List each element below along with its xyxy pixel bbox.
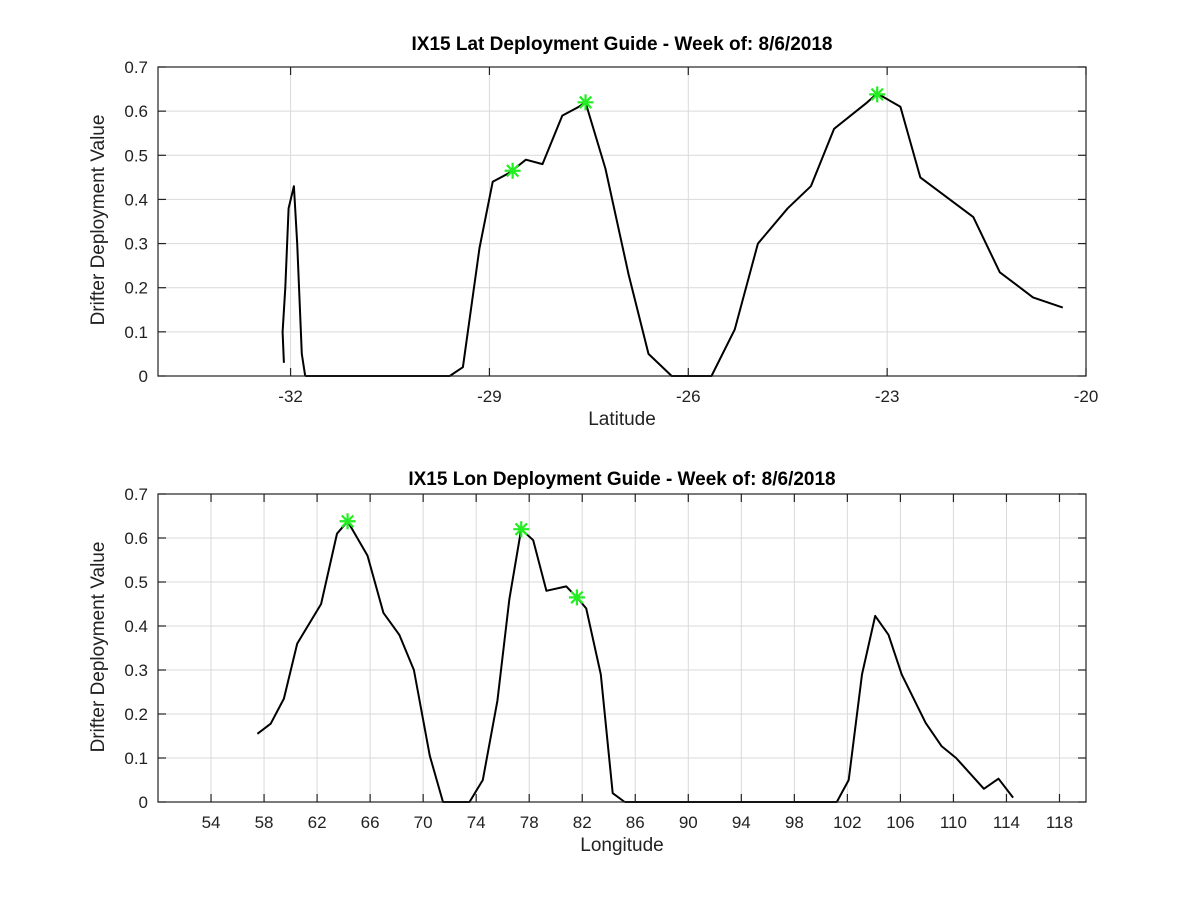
lon-y-tick-label: 0.7: [124, 485, 148, 504]
lon-plot-frame: [157, 493, 1087, 803]
lon-y-tick-label: 0.6: [124, 529, 148, 548]
lon-x-tick-label: 94: [732, 813, 751, 832]
lon-x-tick-label: 66: [361, 813, 380, 832]
lat-y-tick-label: 0.4: [124, 190, 148, 209]
lat-markers: [504, 86, 886, 179]
lon-chart-panel: IX15 Lon Deployment Guide - Week of: 8/6…: [88, 469, 1087, 856]
lat-series-line-1: [281, 185, 307, 377]
lon-markers: [339, 513, 585, 606]
lat-y-tick-label: 0.1: [124, 323, 148, 342]
lon-x-tick-label: 78: [520, 813, 539, 832]
lat-x-tick-label: -26: [676, 387, 701, 406]
lon-y-axis-label: Drifter Deployment Value: [88, 542, 109, 753]
lon-grid: [158, 493, 1086, 803]
lon-y-tick-label: 0.1: [124, 749, 148, 768]
lon-x-tick-label: 98: [785, 813, 804, 832]
lat-y-tick-label: 0.6: [124, 102, 148, 121]
lon-x-tick-label: 110: [940, 813, 967, 832]
lat-x-tick-label: -20: [1074, 387, 1099, 406]
lat-x-tick-label: -23: [875, 387, 900, 406]
lat-series: [281, 92, 1064, 377]
lon-x-tick-label: 106: [886, 813, 914, 832]
lon-x-tick-label: 62: [308, 813, 327, 832]
lat-chart-panel: IX15 Lat Deployment Guide - Week of: 8/6…: [88, 34, 1098, 430]
lat-star-marker: [504, 162, 521, 179]
lon-x-tick-label: 74: [467, 813, 486, 832]
lon-y-tick-label: 0.4: [124, 617, 148, 636]
lat-y-axis-label: Drifter Deployment Value: [88, 115, 109, 326]
lat-series-line-2: [305, 92, 1064, 377]
lat-x-axis-label: Latitude: [588, 409, 656, 430]
lon-x-tick-label: 54: [202, 813, 221, 832]
lat-x-tick-label: -29: [477, 387, 502, 406]
lon-y-tick-label: 0.3: [124, 661, 148, 680]
lat-y-tick-label: 0.7: [124, 58, 148, 77]
lon-x-tick-label: 58: [255, 813, 274, 832]
lon-series-line-1: [256, 520, 626, 803]
lat-plot-frame: [157, 66, 1087, 377]
lon-y-tick-label: 0.2: [124, 705, 148, 724]
lat-y-tick-label: 0: [139, 367, 148, 386]
lon-x-tick-label: 90: [679, 813, 698, 832]
lon-x-tick-label: 70: [414, 813, 433, 832]
lat-star-marker: [869, 86, 886, 103]
lat-chart-title: IX15 Lat Deployment Guide - Week of: 8/6…: [412, 34, 833, 55]
lat-star-marker: [577, 94, 594, 111]
lon-y-tick-label: 0.5: [124, 573, 148, 592]
lon-star-marker: [339, 513, 356, 530]
lon-x-tick-label: 82: [573, 813, 592, 832]
lon-x-axis-label: Longitude: [580, 835, 663, 856]
lat-y-tick-label: 0.3: [124, 235, 148, 254]
lon-y-tick-label: 0: [139, 793, 148, 812]
lon-star-marker: [513, 521, 530, 538]
lon-x-tick-label: 118: [1046, 813, 1073, 832]
lon-series-line-2: [624, 614, 1014, 803]
lat-x-tick-label: -32: [278, 387, 303, 406]
lon-x-tick-label: 102: [833, 813, 861, 832]
lon-chart-title: IX15 Lon Deployment Guide - Week of: 8/6…: [408, 469, 835, 490]
lat-grid: [158, 66, 1087, 377]
lon-x-tick-label: 114: [993, 813, 1020, 832]
lon-ticks: 54 58 62 66 70 74 78 82 86 90 94 98 102 106 110 114 118 0…: [124, 485, 1086, 832]
lat-ticks: -32 -29 -26 -23 -20 0 0.1 0.2 0.3 0.4 0.5 0.6 0.7: [124, 58, 1098, 406]
lat-y-tick-label: 0.5: [124, 146, 148, 165]
lat-y-tick-label: 0.2: [124, 279, 148, 298]
lon-star-marker: [568, 589, 585, 606]
lon-x-tick-label: 86: [626, 813, 645, 832]
